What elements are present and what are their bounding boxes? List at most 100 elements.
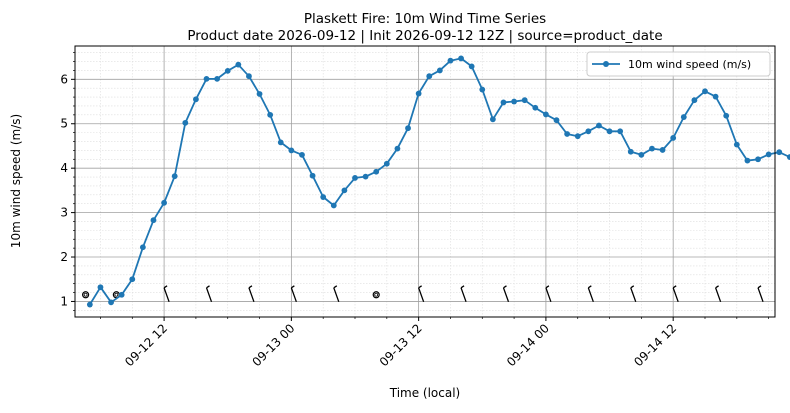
y-tick-label: 3 — [60, 206, 68, 220]
data-point — [606, 128, 613, 135]
data-point — [86, 301, 93, 308]
data-point — [161, 199, 167, 206]
data-point — [436, 67, 443, 74]
wind-barb-flag — [630, 285, 635, 289]
data-point — [320, 194, 327, 200]
wind-barb-staff — [672, 287, 679, 303]
wind-barb-staff — [290, 287, 297, 303]
wind-barb-flag — [545, 285, 550, 289]
y-tick-label: 5 — [60, 117, 68, 131]
data-point — [352, 175, 358, 181]
data-point — [139, 244, 146, 251]
wind-barbs — [82, 285, 764, 303]
wind-barb-staff — [205, 287, 213, 303]
y-tick-label: 2 — [60, 250, 68, 264]
data-point — [246, 73, 252, 80]
chart-title: Plaskett Fire: 10m Wind Time Series — [304, 11, 546, 27]
data-point — [755, 156, 761, 163]
wind-barb-calm — [82, 291, 90, 299]
wind-barb-calm-inner — [83, 292, 88, 297]
y-tick-label: 6 — [60, 72, 68, 86]
data-point — [585, 128, 592, 135]
data-point — [150, 217, 157, 224]
y-axis-label: 10m wind speed (m/s) — [9, 114, 23, 248]
data-point — [659, 147, 666, 153]
data-point — [596, 122, 602, 129]
y-tick-label: 1 — [60, 294, 68, 308]
x-tick-label: 09-13 12 — [377, 321, 425, 369]
wind-barb-flag — [418, 285, 422, 289]
data-point — [553, 117, 560, 124]
chart-subtitle: Product date 2026-09-12 | Init 2026-09-1… — [187, 28, 662, 44]
wind-barb-staff — [630, 287, 637, 303]
data-point — [691, 97, 698, 104]
data-point — [627, 148, 634, 155]
data-point — [405, 125, 411, 132]
x-axis-label: Time (local) — [389, 386, 461, 400]
data-point — [108, 299, 114, 306]
data-point — [564, 131, 571, 137]
data-point — [500, 99, 507, 106]
wind-barb-flag — [757, 285, 762, 289]
data-point — [765, 151, 772, 158]
data-point — [214, 75, 221, 82]
legend: 10m wind speed (m/s) — [586, 51, 771, 77]
wind-barb-flag — [503, 285, 507, 289]
data-point — [203, 75, 210, 82]
data-point — [511, 98, 517, 105]
legend-box — [586, 51, 771, 77]
data-point — [468, 63, 475, 70]
data-point — [680, 114, 687, 120]
wind-barb-flag — [672, 285, 677, 289]
data-point — [277, 139, 284, 146]
data-point — [330, 202, 337, 209]
wind-barb-staff — [163, 287, 170, 303]
data-point — [617, 128, 624, 135]
data-point — [479, 86, 486, 93]
data-point — [97, 284, 104, 291]
y-tick-label: 4 — [60, 161, 68, 175]
data-point — [267, 111, 274, 118]
wind-barb-calm — [372, 291, 380, 299]
data-series — [86, 55, 790, 308]
series-line — [89, 57, 790, 306]
wind-barb-flag — [291, 285, 295, 289]
data-point — [532, 104, 539, 111]
data-point — [118, 291, 125, 298]
data-point — [489, 116, 496, 123]
data-point — [426, 73, 433, 80]
data-point — [638, 151, 645, 158]
data-point — [256, 91, 263, 97]
data-point — [521, 97, 528, 104]
wind-barb-staff — [502, 287, 510, 303]
data-point — [744, 157, 751, 164]
data-point — [649, 145, 655, 152]
wind-barb-flag — [333, 285, 338, 289]
data-point — [373, 168, 380, 175]
data-point — [362, 173, 369, 180]
data-point — [129, 276, 136, 283]
wind-barb-staff — [714, 287, 722, 303]
legend-marker-swatch — [603, 61, 609, 67]
data-point — [171, 173, 178, 180]
wind-barb-flag — [587, 285, 592, 289]
data-point — [733, 141, 740, 148]
wind-barb-calm-inner — [114, 292, 119, 297]
wind-barb-flag — [715, 285, 719, 289]
data-point — [543, 111, 549, 118]
data-point — [723, 112, 730, 119]
data-point — [224, 67, 231, 74]
wind-barb-flag — [206, 285, 210, 289]
data-point — [235, 61, 242, 68]
data-point — [415, 90, 422, 97]
data-point — [786, 154, 790, 160]
data-point — [383, 160, 390, 167]
wind-barb-flag — [460, 285, 465, 289]
wind-barb-calm-inner — [374, 292, 379, 297]
grid — [75, 46, 775, 317]
data-point — [288, 147, 295, 154]
x-tick-label: 09-12 12 — [122, 321, 170, 369]
wind-barb-staff — [418, 287, 425, 303]
